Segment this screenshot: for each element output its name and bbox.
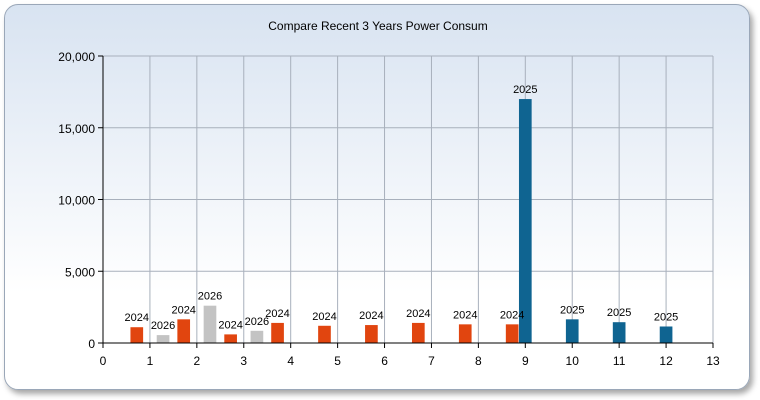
- bar-2024-x5: [318, 325, 331, 343]
- data-label-2025-x12: 2025: [654, 311, 678, 323]
- data-label-2026-x3: 2026: [245, 316, 269, 328]
- data-label-2024-x1: 2024: [125, 312, 149, 324]
- x-tick-label: 13: [706, 354, 720, 368]
- data-label-2024-x3: 2024: [218, 319, 242, 331]
- bar-2024-x9: [505, 324, 519, 343]
- bar-2024-x3: [224, 334, 237, 343]
- data-label-2025-x9: 2025: [513, 84, 537, 96]
- y-tick-label: 20,000: [58, 50, 95, 64]
- data-label-2026-x1: 2026: [151, 320, 175, 332]
- bar-2026-x3: [250, 330, 264, 343]
- bar-2024-x6: [365, 325, 378, 343]
- bars: [130, 99, 673, 343]
- axes: 0 1 2 3 4 5 6 7 8 9 10 11 12 1305,00010,00015,00020,0…: [58, 50, 720, 368]
- x-tick-label: 7: [428, 354, 435, 368]
- chart-title: Compare Recent 3 Years Power Consum: [268, 19, 487, 33]
- data-labels: 2024 2024 2024 2024 2024 2024 2024 2024 2024 2025…: [125, 84, 679, 332]
- bar-2025-x12: [659, 326, 673, 343]
- x-tick-label: 12: [659, 354, 673, 368]
- data-label-2024-x7: 2024: [406, 308, 430, 320]
- x-tick-label: 3: [240, 354, 247, 368]
- bar-2026-x2: [203, 305, 217, 343]
- x-tick-label: 4: [287, 354, 294, 368]
- data-label-2024-x9: 2024: [500, 309, 524, 321]
- bar-2024-x1: [130, 327, 144, 343]
- data-label-2024-x8: 2024: [453, 309, 477, 321]
- data-label-2025-x11: 2025: [607, 307, 631, 319]
- x-tick-label: 6: [381, 354, 388, 368]
- bar-2024-x2: [177, 319, 191, 343]
- bar-2024-x4: [271, 322, 284, 343]
- x-tick-label: 10: [566, 354, 580, 368]
- y-tick-label: 10,000: [58, 194, 95, 208]
- y-tick-label: 15,000: [58, 122, 95, 136]
- y-tick-label: 5,000: [65, 265, 95, 279]
- bar-2024-x8: [458, 324, 472, 343]
- data-label-2025-x10: 2025: [560, 304, 584, 316]
- data-label-2024-x2: 2024: [171, 304, 195, 316]
- x-tick-label: 1: [147, 354, 154, 368]
- data-label-2026-x2: 2026: [198, 291, 222, 303]
- x-tick-label: 2: [194, 354, 201, 368]
- bar-2025-x11: [612, 322, 626, 343]
- x-tick-label: 5: [334, 354, 341, 368]
- x-tick-label: 8: [475, 354, 482, 368]
- bar-2024-x7: [411, 322, 425, 343]
- bar-2026-x1: [156, 335, 170, 343]
- data-label-2024-x6: 2024: [359, 310, 383, 322]
- x-tick-label: 9: [522, 354, 529, 368]
- x-tick-label: 11: [613, 354, 626, 368]
- y-tick-label: 0: [88, 337, 95, 351]
- data-label-2024-x5: 2024: [312, 311, 336, 323]
- data-label-2024-x4: 2024: [265, 308, 289, 320]
- grid: [102, 55, 714, 344]
- bar-2025-x9: [518, 99, 532, 343]
- bar-2025-x10: [565, 319, 579, 343]
- x-tick-label: 0: [100, 354, 107, 368]
